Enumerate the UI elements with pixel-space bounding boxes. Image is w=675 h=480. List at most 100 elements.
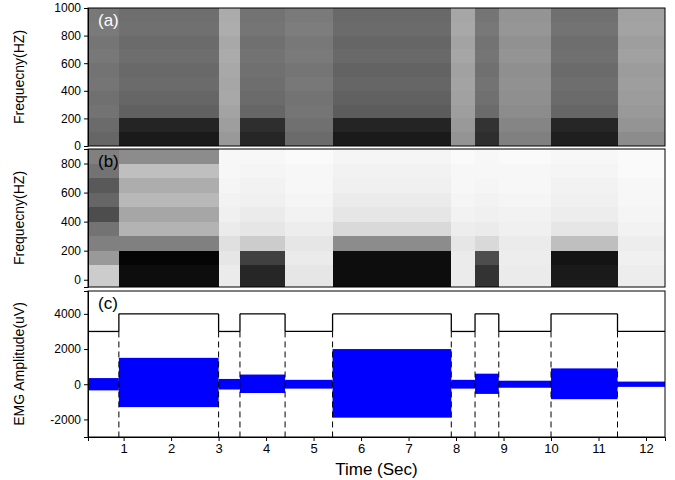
heatmap-cell (333, 222, 452, 237)
x-tick-label: 4 (263, 441, 270, 456)
y-tick-mark (84, 146, 88, 147)
heatmap-cell (333, 132, 452, 146)
heatmap-cell (119, 236, 219, 251)
y-tick-mark (84, 280, 88, 281)
panel-label: (b) (98, 152, 119, 171)
heatmap-cell (499, 265, 551, 287)
heatmap-cell (475, 91, 499, 105)
heatmap-cell (475, 49, 499, 63)
heatmap-cell (551, 193, 617, 208)
heatmap-cell (219, 132, 240, 146)
heatmap-cell (219, 193, 240, 208)
heatmap-cell (333, 77, 452, 91)
heatmap-cell (618, 251, 665, 266)
marker-line (551, 331, 552, 437)
heatmap-cell (119, 149, 219, 164)
heatmap-cell (618, 265, 665, 287)
heatmap-cell (618, 91, 665, 105)
y-tick: 800 (61, 157, 88, 171)
marker-line (239, 331, 240, 437)
y-tick: 600 (61, 57, 88, 71)
y-tick-mark (84, 91, 88, 92)
y-tick: 400 (61, 215, 88, 229)
y-tick: 4000 (54, 307, 88, 321)
heatmap-cell (551, 207, 617, 222)
heatmap-cell (499, 105, 551, 119)
heatmap-cell (333, 207, 452, 222)
heatmap-cell (88, 236, 119, 251)
y-axis: 0200400600800 (61, 150, 89, 288)
heatmap-cell (333, 118, 452, 132)
heatmap-cell (219, 49, 240, 63)
marker-line (285, 331, 286, 437)
heatmap-cell (475, 236, 499, 251)
y-tick-label: 400 (61, 215, 81, 229)
emg-signal (551, 368, 617, 399)
heatmap-cell (618, 77, 665, 91)
marker-line (498, 331, 499, 437)
heatmap-cell (240, 118, 285, 132)
heatmap-cell (499, 8, 551, 22)
emg-signal (285, 380, 332, 389)
y-tick-label: 600 (61, 186, 81, 200)
heatmap-cell (219, 36, 240, 50)
marker-line (617, 331, 618, 437)
x-tick-label: 5 (310, 441, 317, 456)
x-tick: 7 (405, 437, 412, 456)
heatmap-cell (285, 105, 332, 119)
heatmap-cell (499, 77, 551, 91)
heatmap-cell (240, 36, 285, 50)
heatmap-cell (119, 91, 219, 105)
emg-signal (451, 380, 475, 389)
heatmap-cell (240, 178, 285, 193)
heatmap-cell (285, 49, 332, 63)
heatmap-cell (475, 207, 499, 222)
heatmap-cell (285, 236, 332, 251)
trigger-edge (239, 314, 240, 332)
heatmap-cell (88, 132, 119, 146)
y-tick: 200 (61, 244, 88, 258)
heatmap-cell (333, 8, 452, 22)
y-tick-mark (84, 193, 88, 194)
heatmap-cell (119, 164, 219, 179)
heatmap-cell (618, 132, 665, 146)
heatmap-cell (285, 63, 332, 77)
x-tick-label: 8 (453, 441, 460, 456)
y-tick-mark (84, 251, 88, 252)
heatmap-cell (499, 49, 551, 63)
plot-frame (88, 8, 665, 146)
x-axis: 123456789101112 (89, 437, 666, 456)
heatmap-cell (240, 193, 285, 208)
y-tick: -2000 (50, 413, 88, 427)
heatmap-cell (551, 91, 617, 105)
x-tick: 10 (544, 437, 558, 456)
heatmap-cell (618, 164, 665, 179)
emg-signal (618, 382, 665, 387)
heatmap-cell (219, 91, 240, 105)
y-tick-label: 200 (61, 112, 81, 126)
heatmap-cell (219, 8, 240, 22)
heatmap-cell (219, 236, 240, 251)
heatmap-cell (285, 265, 332, 287)
trigger-edge (617, 314, 618, 332)
x-tick-label: 9 (500, 441, 507, 456)
trigger-level (475, 313, 499, 314)
heatmap-cell (333, 36, 452, 50)
heatmap-cell (551, 149, 617, 164)
heatmap-cell (499, 36, 551, 50)
heatmap-cell (451, 164, 475, 179)
heatmap-cell (219, 77, 240, 91)
heatmap-cell (240, 132, 285, 146)
heatmap-cell (551, 251, 617, 266)
heatmap-cell (119, 8, 219, 22)
heatmap-cell (88, 251, 119, 266)
y-tick-mark (84, 419, 88, 420)
trigger-level (88, 331, 119, 332)
heatmap-cell (219, 105, 240, 119)
heatmap-cell (618, 105, 665, 119)
y-tick-mark (84, 164, 88, 165)
heatmap-cell (551, 132, 617, 146)
heatmap-cell (219, 222, 240, 237)
x-tick-label: 2 (168, 441, 175, 456)
heatmap-cell (618, 63, 665, 77)
